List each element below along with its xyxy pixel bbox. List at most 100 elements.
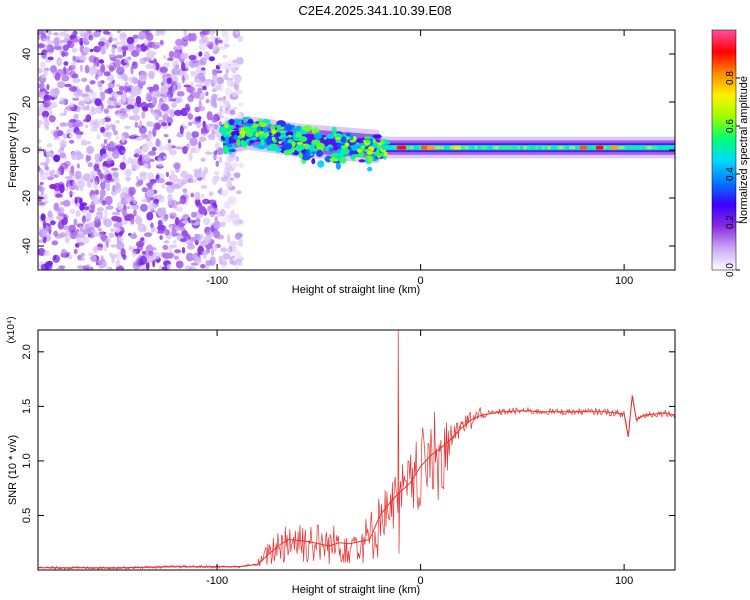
noise-speck	[180, 52, 189, 60]
ridge-blob	[228, 118, 235, 126]
noise-speck	[104, 238, 111, 243]
noise-speck	[84, 124, 89, 129]
ridge-core-cell	[624, 146, 628, 150]
noise-speck	[152, 260, 156, 268]
ridge-blob	[230, 130, 240, 137]
noise-speck	[209, 30, 215, 36]
noise-speck	[158, 195, 165, 203]
ridge-blob	[283, 149, 292, 156]
noise-speck	[73, 218, 78, 226]
noise-speck	[163, 134, 169, 138]
noise-speck	[226, 180, 233, 189]
noise-speck	[226, 79, 235, 88]
noise-speck	[184, 265, 193, 270]
noise-speck	[38, 43, 46, 48]
noise-speck	[191, 131, 200, 138]
x-tick-label: 0	[418, 275, 424, 287]
noise-speck	[67, 39, 71, 48]
ridge-core-cell	[541, 146, 545, 150]
noise-speck	[111, 150, 120, 159]
noise-speck	[188, 152, 193, 162]
noise-speck	[159, 39, 164, 45]
ridge-core-cell	[486, 146, 490, 150]
noise-speck	[225, 68, 229, 75]
ridge-core-cell	[441, 146, 444, 150]
noise-speck	[109, 253, 118, 259]
noise-speck	[79, 64, 83, 73]
noise-speck	[106, 143, 111, 150]
noise-speck	[61, 51, 66, 58]
noise-speck	[101, 200, 107, 206]
snr-panel: -100 0 100 0.5 1.0 1.5 2.0 Height of straight…	[6, 316, 676, 596]
noise-speck	[102, 30, 109, 35]
noise-speck	[177, 39, 185, 45]
noise-speck	[211, 93, 218, 102]
noise-speck	[101, 118, 106, 126]
y-tick-label: -40	[21, 238, 33, 254]
noise-speck	[60, 248, 67, 258]
ridge-hotspot	[579, 145, 588, 150]
noise-speck	[107, 124, 117, 130]
noise-speck	[56, 126, 60, 130]
noise-speck	[79, 256, 85, 261]
noise-speck	[157, 163, 164, 168]
noise-speck	[213, 171, 220, 176]
noise-speck	[80, 153, 84, 160]
ridge-blob	[367, 166, 373, 172]
noise-speck	[132, 87, 140, 96]
noise-speck	[185, 252, 194, 262]
noise-speck	[84, 206, 90, 210]
x-tick-label: 100	[615, 575, 633, 587]
noise-speck	[108, 232, 115, 239]
ridge-core-cell	[480, 146, 484, 150]
noise-speck	[89, 110, 97, 116]
noise-speck	[119, 32, 128, 42]
noise-speck	[112, 184, 116, 192]
ridge-core-cell	[465, 146, 469, 150]
noise-speck	[152, 251, 161, 260]
ridge-core-cell	[666, 146, 670, 150]
noise-speck	[160, 86, 168, 95]
ridge-core-cell	[642, 146, 646, 150]
noise-speck	[139, 71, 148, 79]
noise-speck	[94, 98, 102, 107]
noise-speck	[55, 193, 63, 198]
noise-speck	[59, 152, 66, 159]
noise-speck	[218, 39, 223, 44]
noise-speck	[42, 193, 48, 202]
noise-speck	[81, 77, 88, 82]
noise-speck	[208, 44, 214, 50]
noise-speck	[169, 225, 174, 231]
noise-speck	[110, 167, 119, 171]
noise-speck	[148, 130, 152, 136]
noise-speck	[165, 181, 173, 186]
noise-speck	[72, 97, 80, 101]
noise-speck	[114, 91, 117, 100]
noise-speck	[147, 40, 152, 48]
ridge-core-cell	[648, 146, 652, 150]
noise-speck	[224, 161, 232, 172]
noise-speck	[64, 175, 73, 180]
noise-speck	[168, 122, 172, 127]
noise-speck	[168, 50, 175, 58]
noise-speck	[38, 83, 42, 89]
noise-speck	[45, 156, 50, 165]
noise-speck	[82, 220, 86, 225]
bottom-x-axis: -100 0 100	[206, 330, 633, 587]
noise-speck	[99, 173, 104, 180]
noise-speck	[205, 259, 212, 267]
noise-speck	[128, 245, 132, 251]
ridge-core-cell	[502, 146, 505, 150]
noise-speck	[68, 191, 75, 195]
noise-speck	[68, 86, 78, 92]
ridge-core-cell	[517, 146, 521, 150]
noise-speck	[167, 139, 171, 144]
noise-speck	[38, 184, 42, 192]
ridge-core-cell	[474, 146, 478, 150]
noise-speck	[180, 171, 188, 178]
ridge-blob	[299, 136, 307, 143]
noise-speck	[227, 58, 233, 64]
ridge-blob	[255, 132, 259, 138]
ridge-core-cell	[605, 146, 609, 150]
